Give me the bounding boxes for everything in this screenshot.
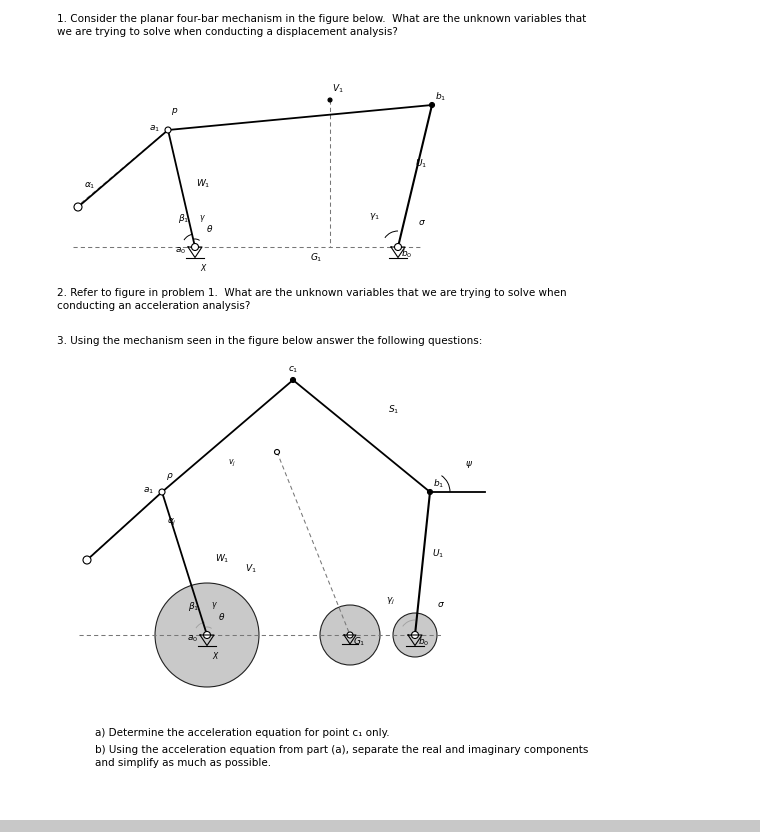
Text: 2. Refer to figure in problem 1.  What are the unknown variables that we are try: 2. Refer to figure in problem 1. What ar… xyxy=(57,288,567,311)
Text: $\theta$: $\theta$ xyxy=(206,223,214,234)
Text: $\gamma$: $\gamma$ xyxy=(199,213,206,224)
Text: $V_1$: $V_1$ xyxy=(332,82,344,95)
Text: $\psi$: $\psi$ xyxy=(465,459,473,470)
Circle shape xyxy=(159,489,165,495)
Text: $\theta$: $\theta$ xyxy=(218,611,226,622)
Text: $W_1$: $W_1$ xyxy=(195,177,210,190)
Circle shape xyxy=(83,556,91,564)
Text: $U_1$: $U_1$ xyxy=(432,547,444,560)
Circle shape xyxy=(320,605,380,665)
Bar xyxy=(0,820,760,832)
Text: $X$: $X$ xyxy=(212,650,220,661)
Text: $p$: $p$ xyxy=(171,106,179,117)
Text: $S_1$: $S_1$ xyxy=(388,404,399,416)
Circle shape xyxy=(411,631,419,638)
Circle shape xyxy=(204,631,211,638)
Text: b) Using the acceleration equation from part (a), separate the real and imaginar: b) Using the acceleration equation from … xyxy=(95,745,588,768)
Text: a) Determine the acceleration equation for point c₁ only.: a) Determine the acceleration equation f… xyxy=(95,728,390,738)
Text: $\alpha_1$: $\alpha_1$ xyxy=(84,181,96,191)
Text: $\gamma_j$: $\gamma_j$ xyxy=(386,596,395,607)
Circle shape xyxy=(429,102,435,107)
Text: $a_0$: $a_0$ xyxy=(187,634,198,645)
Text: $G_1$: $G_1$ xyxy=(309,252,322,265)
Text: $U_1$: $U_1$ xyxy=(415,158,427,171)
Text: $a_0$: $a_0$ xyxy=(175,245,186,255)
Circle shape xyxy=(165,127,171,133)
Circle shape xyxy=(274,449,280,454)
Circle shape xyxy=(74,203,82,211)
Text: $\beta_1$: $\beta_1$ xyxy=(178,212,189,225)
Text: $\gamma_1$: $\gamma_1$ xyxy=(369,211,380,222)
Text: 3. Using the mechanism seen in the figure below answer the following questions:: 3. Using the mechanism seen in the figur… xyxy=(57,336,483,346)
Text: $b_0$: $b_0$ xyxy=(401,248,413,260)
Circle shape xyxy=(192,244,198,250)
Text: $v_j$: $v_j$ xyxy=(227,458,236,469)
Text: $b_1$: $b_1$ xyxy=(435,91,446,103)
Circle shape xyxy=(394,244,401,250)
Text: $\sigma$: $\sigma$ xyxy=(418,218,426,227)
Text: $G_1$: $G_1$ xyxy=(353,636,366,648)
Text: $X$: $X$ xyxy=(200,262,207,273)
Text: 1. Consider the planar four-bar mechanism in the figure below.  What are the unk: 1. Consider the planar four-bar mechanis… xyxy=(57,14,586,37)
Text: $V_1$: $V_1$ xyxy=(245,562,257,575)
Text: $\beta_1$: $\beta_1$ xyxy=(188,600,199,613)
Text: $a_1$: $a_1$ xyxy=(143,486,154,496)
Text: $\sigma$: $\sigma$ xyxy=(437,600,445,609)
Circle shape xyxy=(328,98,332,102)
Circle shape xyxy=(155,583,259,687)
Text: $\alpha_j$: $\alpha_j$ xyxy=(167,517,176,528)
Text: $c_1$: $c_1$ xyxy=(288,364,298,375)
Circle shape xyxy=(427,489,432,494)
Circle shape xyxy=(290,378,296,383)
Text: $\gamma$: $\gamma$ xyxy=(211,600,218,611)
Text: $b_1$: $b_1$ xyxy=(433,478,444,490)
Circle shape xyxy=(347,632,353,638)
Text: $W_1$: $W_1$ xyxy=(215,552,230,565)
Circle shape xyxy=(393,613,437,657)
Text: $\rho$: $\rho$ xyxy=(166,471,173,482)
Text: $a_1$: $a_1$ xyxy=(149,124,160,134)
Text: $b_0$: $b_0$ xyxy=(418,636,429,648)
